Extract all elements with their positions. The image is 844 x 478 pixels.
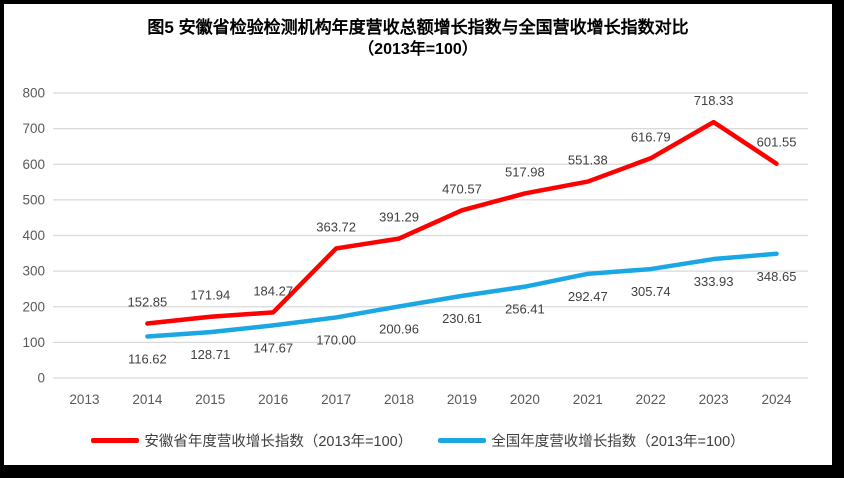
x-axis-tick-label: 2015 xyxy=(195,392,225,407)
data-label: 230.61 xyxy=(442,311,482,326)
x-axis-tick-label: 2024 xyxy=(762,392,793,407)
data-label: 292.47 xyxy=(568,289,608,304)
y-axis-tick-label: 800 xyxy=(22,86,45,101)
data-label: 601.55 xyxy=(757,135,797,150)
data-label: 184.27 xyxy=(253,283,293,298)
data-label: 616.79 xyxy=(631,129,671,144)
x-axis-tick-label: 2019 xyxy=(447,392,477,407)
data-label: 718.33 xyxy=(694,93,734,108)
data-label: 551.38 xyxy=(568,153,608,168)
legend-item-anhui: 安徽省年度营收增长指数（2013年=100） xyxy=(91,430,412,451)
series-line-anhui xyxy=(145,119,779,326)
x-axis-tick-label: 2020 xyxy=(510,392,540,407)
data-label: 256.41 xyxy=(505,302,545,317)
y-axis-tick-label: 700 xyxy=(22,121,45,136)
x-axis-tick-label: 2014 xyxy=(132,392,163,407)
legend-label-national: 全国年度营收增长指数（2013年=100） xyxy=(491,434,745,450)
y-axis-tick-label: 100 xyxy=(22,335,45,350)
x-axis-tick-label: 2013 xyxy=(69,392,99,407)
chart-title: 图5 安徽省检验检测机构年度营收总额增长指数与全国营收增长指数对比 （2013年… xyxy=(4,17,832,60)
legend-label-anhui: 安徽省年度营收增长指数（2013年=100） xyxy=(144,434,413,450)
data-label: 128.71 xyxy=(190,347,230,362)
x-axis-tick-label: 2016 xyxy=(258,392,288,407)
x-axis-tick-label: 2022 xyxy=(636,392,666,407)
x-axis-tick-label: 2021 xyxy=(573,392,603,407)
chart-title-line2: （2013年=100） xyxy=(358,41,478,58)
data-label: 305.74 xyxy=(631,284,671,299)
series-line-national xyxy=(145,251,779,339)
data-label: 391.29 xyxy=(379,210,419,225)
data-label: 152.85 xyxy=(127,295,167,310)
data-label: 171.94 xyxy=(190,288,230,303)
data-label: 200.96 xyxy=(379,321,419,336)
y-axis-tick-label: 0 xyxy=(37,371,45,386)
x-axis-tick-label: 2023 xyxy=(699,392,729,407)
data-label: 116.62 xyxy=(128,351,167,366)
data-label: 170.00 xyxy=(316,332,356,347)
data-label: 348.65 xyxy=(757,269,797,284)
data-label: 470.57 xyxy=(442,181,482,196)
legend-item-national: 全国年度营收增长指数（2013年=100） xyxy=(438,430,745,451)
y-axis-tick-label: 500 xyxy=(22,192,45,207)
data-label: 363.72 xyxy=(316,219,356,234)
y-axis-tick-label: 300 xyxy=(22,264,45,279)
x-axis-tick-label: 2018 xyxy=(384,392,414,407)
data-label: 147.67 xyxy=(253,340,293,355)
data-label: 333.93 xyxy=(694,274,734,289)
legend-swatch-national-line xyxy=(438,438,487,443)
chart-legend: 安徽省年度营收增长指数（2013年=100） 全国年度营收增长指数（2013年=… xyxy=(4,430,832,451)
chart-title-line1: 图5 安徽省检验检测机构年度营收总额增长指数与全国营收增长指数对比 xyxy=(147,18,689,37)
legend-swatch-anhui-line xyxy=(91,438,140,443)
y-axis-tick-label: 400 xyxy=(22,228,45,243)
y-axis-tick-label: 600 xyxy=(22,157,45,172)
x-axis-tick-label: 2017 xyxy=(321,392,351,407)
data-label: 517.98 xyxy=(505,164,545,179)
chart-plot-area: 0 100 200 300 400 500 600 700 800 2013 2014 2015 201… xyxy=(22,86,808,407)
y-axis-tick-label: 200 xyxy=(22,299,45,314)
